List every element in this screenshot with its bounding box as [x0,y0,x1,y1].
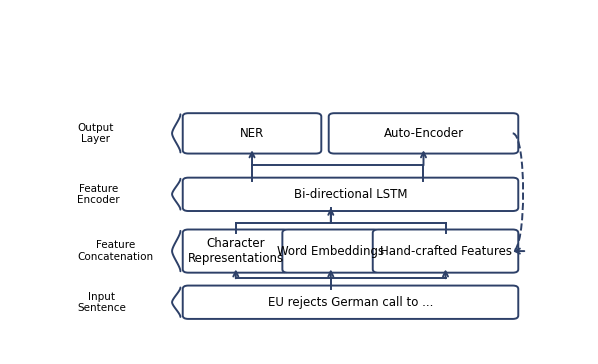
FancyBboxPatch shape [183,178,518,211]
FancyBboxPatch shape [183,113,321,154]
FancyBboxPatch shape [183,230,289,273]
Text: Hand-crafted Features: Hand-crafted Features [380,245,511,258]
Text: Word Embeddings: Word Embeddings [277,245,385,258]
Text: EU rejects German call to ...: EU rejects German call to ... [268,296,433,309]
FancyBboxPatch shape [329,113,518,154]
Text: Auto-Encoder: Auto-Encoder [383,127,463,140]
FancyBboxPatch shape [282,230,379,273]
Text: NER: NER [240,127,264,140]
FancyBboxPatch shape [183,286,518,319]
Text: Bi-directional LSTM: Bi-directional LSTM [294,188,407,201]
FancyBboxPatch shape [373,230,518,273]
Text: Input
Sentence: Input Sentence [77,292,126,313]
Text: Feature
Encoder: Feature Encoder [77,184,120,205]
Text: Output
Layer: Output Layer [77,123,114,144]
Text: Character
Representations: Character Representations [188,237,284,265]
Text: Feature
Concatenation: Feature Concatenation [77,240,153,262]
